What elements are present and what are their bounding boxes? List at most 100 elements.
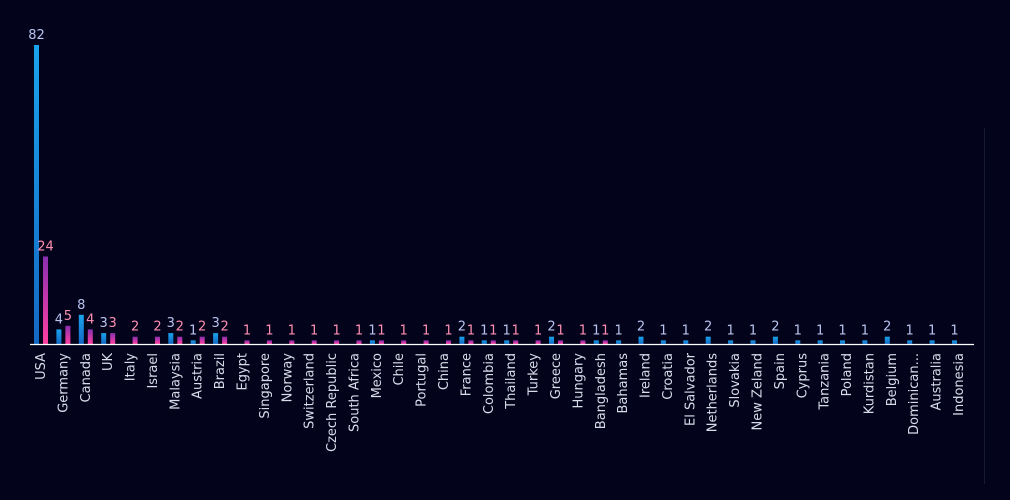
category-label-portugal: Portugal xyxy=(415,353,430,407)
category-label-cyprus: Cyprus xyxy=(795,353,810,399)
value-label-china-series-2: 1 xyxy=(444,323,452,338)
value-label-new-zeland-series-1: 1 xyxy=(749,323,757,338)
value-label-egypt-series-2: 1 xyxy=(243,323,251,338)
bar-egypt-series-2 xyxy=(244,340,250,344)
value-label-france-series-1: 2 xyxy=(458,320,466,335)
value-label-slovakia-series-1: 1 xyxy=(726,323,734,338)
bar-czech-republic-series-2 xyxy=(334,340,340,344)
bar-canada-series-2 xyxy=(87,329,93,344)
bar-ireland-series-1 xyxy=(638,336,644,344)
bar-uk-series-2 xyxy=(110,333,116,344)
bar-bangladesh-series-1 xyxy=(593,340,599,344)
value-label-italy-series-2: 2 xyxy=(131,320,139,335)
bar-south-africa-series-2 xyxy=(356,340,362,344)
category-label-el-salvador: El Salvador xyxy=(683,352,698,426)
category-label-tanzania: Tanzania xyxy=(818,353,833,411)
bar-mexico-series-2 xyxy=(378,340,384,344)
category-label-indonesia: Indonesia xyxy=(952,353,967,416)
value-label-bahamas-series-1: 1 xyxy=(614,323,622,338)
bar-cyprus-series-1 xyxy=(795,340,801,344)
category-label-france: France xyxy=(459,353,474,396)
bar-austria-series-2 xyxy=(199,336,205,344)
value-label-usa-series-2: 24 xyxy=(37,240,54,255)
bar-switzerland-series-2 xyxy=(311,340,317,344)
bar-spain-series-1 xyxy=(772,336,778,344)
value-label-portugal-series-2: 1 xyxy=(422,323,430,338)
category-label-netherlands: Netherlands xyxy=(706,353,721,432)
bar-malaysia-series-1 xyxy=(168,333,174,344)
chart-right-border xyxy=(984,128,985,484)
bar-germany-series-1 xyxy=(56,329,62,344)
bar-tanzania-series-1 xyxy=(817,340,823,344)
category-label-greece: Greece xyxy=(549,353,564,399)
value-label-poland-series-1: 1 xyxy=(838,323,846,338)
value-label-australia-series-1: 1 xyxy=(928,323,936,338)
bar-mexico-series-1 xyxy=(369,340,375,344)
value-label-brazil-series-1: 3 xyxy=(211,316,219,331)
value-label-bangladesh-series-1: 1 xyxy=(592,323,600,338)
value-label-czech-republic-series-2: 1 xyxy=(332,323,340,338)
bar-dominican-series-1 xyxy=(907,340,913,344)
value-label-germany-series-2: 5 xyxy=(64,309,72,324)
category-label-uk: UK xyxy=(101,353,116,372)
value-label-norway-series-2: 1 xyxy=(288,323,296,338)
value-label-germany-series-1: 4 xyxy=(55,312,63,327)
bar-italy-series-2 xyxy=(132,336,138,344)
value-label-ireland-series-1: 2 xyxy=(637,320,645,335)
category-label-malaysia: Malaysia xyxy=(168,353,183,410)
category-label-china: China xyxy=(437,353,452,390)
bar-portugal-series-2 xyxy=(423,340,429,344)
category-label-austria: Austria xyxy=(191,353,206,399)
bar-slovakia-series-1 xyxy=(728,340,734,344)
category-label-ireland: Ireland xyxy=(639,353,654,398)
value-label-brazil-series-2: 2 xyxy=(220,320,228,335)
category-label-colombia: Colombia xyxy=(482,353,497,414)
category-labels-group: USA Germany Canada UK Italy Israel Malaysia Aus… xyxy=(34,352,967,452)
category-label-israel: Israel xyxy=(146,353,161,389)
bar-hungary-series-2 xyxy=(580,340,586,344)
value-label-thailand-series-1: 1 xyxy=(503,323,511,338)
bar-colombia-series-2 xyxy=(490,340,496,344)
category-label-norway: Norway xyxy=(280,353,295,403)
bar-el-salvador-series-1 xyxy=(683,340,689,344)
bar-canada-series-1 xyxy=(78,314,84,344)
category-label-switzerland: Switzerland xyxy=(303,353,318,429)
value-label-singapore-series-2: 1 xyxy=(265,323,273,338)
bar-turkey-series-2 xyxy=(535,340,541,344)
bar-germany-series-2 xyxy=(65,325,71,344)
category-label-poland: Poland xyxy=(840,353,855,396)
category-label-croatia: Croatia xyxy=(661,353,676,400)
value-label-austria-series-2: 2 xyxy=(198,320,206,335)
value-label-uk-series-2: 3 xyxy=(109,316,117,331)
value-label-austria-series-1: 1 xyxy=(189,323,197,338)
value-label-uk-series-1: 3 xyxy=(100,316,108,331)
bar-indonesia-series-1 xyxy=(952,340,957,344)
bar-bangladesh-series-2 xyxy=(602,340,608,344)
value-label-switzerland-series-2: 1 xyxy=(310,323,318,338)
bar-australia-series-1 xyxy=(929,340,935,344)
bar-greece-series-2 xyxy=(558,340,563,344)
bar-bahamas-series-1 xyxy=(616,340,622,344)
category-label-canada: Canada xyxy=(79,353,94,402)
value-label-malaysia-series-1: 3 xyxy=(167,316,175,331)
category-label-thailand: Thailand xyxy=(504,353,519,410)
bars-group xyxy=(34,45,957,344)
value-label-bangladesh-series-2: 1 xyxy=(601,323,609,338)
category-label-turkey: Turkey xyxy=(527,353,542,397)
value-label-usa-series-1: 82 xyxy=(28,28,45,43)
category-label-dominican: Dominican... xyxy=(907,353,922,435)
category-label-egypt: Egypt xyxy=(236,353,251,391)
value-label-netherlands-series-1: 2 xyxy=(704,320,712,335)
value-label-chile-series-2: 1 xyxy=(400,323,408,338)
bar-israel-series-2 xyxy=(155,336,160,344)
bar-croatia-series-1 xyxy=(660,340,666,344)
category-label-hungary: Hungary xyxy=(571,353,586,409)
bar-poland-series-1 xyxy=(840,340,845,344)
bar-belgium-series-1 xyxy=(884,336,890,344)
value-label-indonesia-series-1: 1 xyxy=(950,323,958,338)
bar-brazil-series-1 xyxy=(213,333,219,344)
bar-greece-series-1 xyxy=(549,336,554,344)
category-label-germany: Germany xyxy=(56,353,71,413)
